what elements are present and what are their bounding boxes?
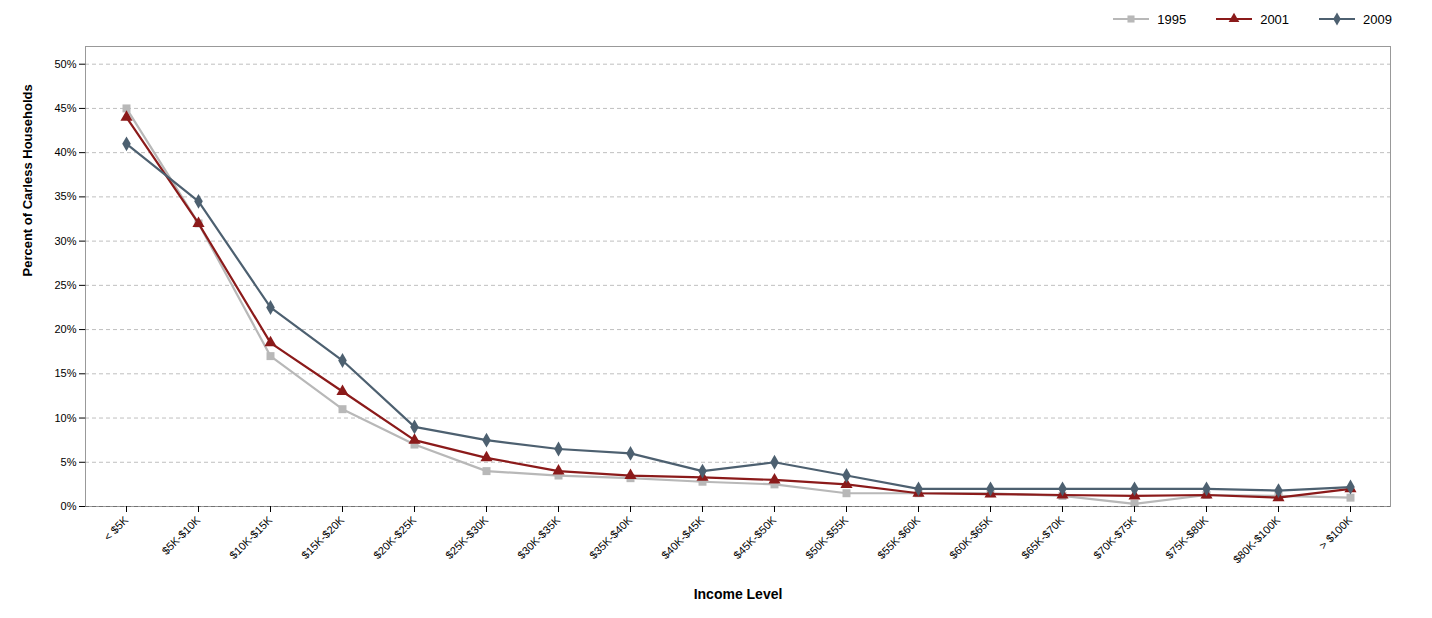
svg-text:35%: 35% (54, 190, 76, 202)
svg-text:45%: 45% (54, 102, 76, 114)
svg-text:50%: 50% (54, 58, 76, 70)
svg-text:$80K-$100K: $80K-$100K (1231, 513, 1283, 565)
svg-text:$45K-$50K: $45K-$50K (731, 513, 779, 561)
svg-text:30%: 30% (54, 235, 76, 247)
svg-text:$60K-$65K: $60K-$65K (947, 513, 995, 561)
svg-text:40%: 40% (54, 146, 76, 158)
svg-text:$35K-$40K: $35K-$40K (587, 513, 635, 561)
svg-text:$65K-$70K: $65K-$70K (1019, 513, 1067, 561)
svg-text:Percent of Carless Households: Percent of Carless Households (20, 84, 35, 276)
svg-text:$25K-$30K: $25K-$30K (443, 513, 491, 561)
svg-text:$20K-$25K: $20K-$25K (371, 513, 419, 561)
svg-text:25%: 25% (54, 279, 76, 291)
svg-text:$55K-$60K: $55K-$60K (875, 513, 923, 561)
svg-text:$70K-$75K: $70K-$75K (1091, 513, 1139, 561)
svg-text:$75K-$80K: $75K-$80K (1163, 513, 1211, 561)
svg-text:$15K-$20K: $15K-$20K (299, 513, 347, 561)
svg-text:$40K-$45K: $40K-$45K (659, 513, 707, 561)
html-text:2001: 2001 (1260, 11, 1290, 27)
svg-text:$10K-$15K: $10K-$15K (227, 513, 275, 561)
svg-text:0%: 0% (61, 500, 77, 512)
svg-text:$30K-$35K: $30K-$35K (515, 513, 563, 561)
svg-text:20%: 20% (54, 323, 76, 335)
svg-text:5%: 5% (61, 456, 77, 468)
svg-text:> $100K: > $100K (1317, 513, 1355, 551)
html-text:2009: 2009 (1363, 11, 1392, 27)
svg-text:< $5K: < $5K (101, 513, 130, 542)
svg-text:$50K-$55K: $50K-$55K (803, 513, 851, 561)
svg-text:10%: 10% (54, 412, 76, 424)
svg-text:Income Level: Income Level (694, 586, 783, 602)
svg-text:$5K-$10K: $5K-$10K (159, 513, 203, 557)
html-text:1995: 1995 (1157, 11, 1187, 27)
svg-text:15%: 15% (54, 367, 76, 379)
